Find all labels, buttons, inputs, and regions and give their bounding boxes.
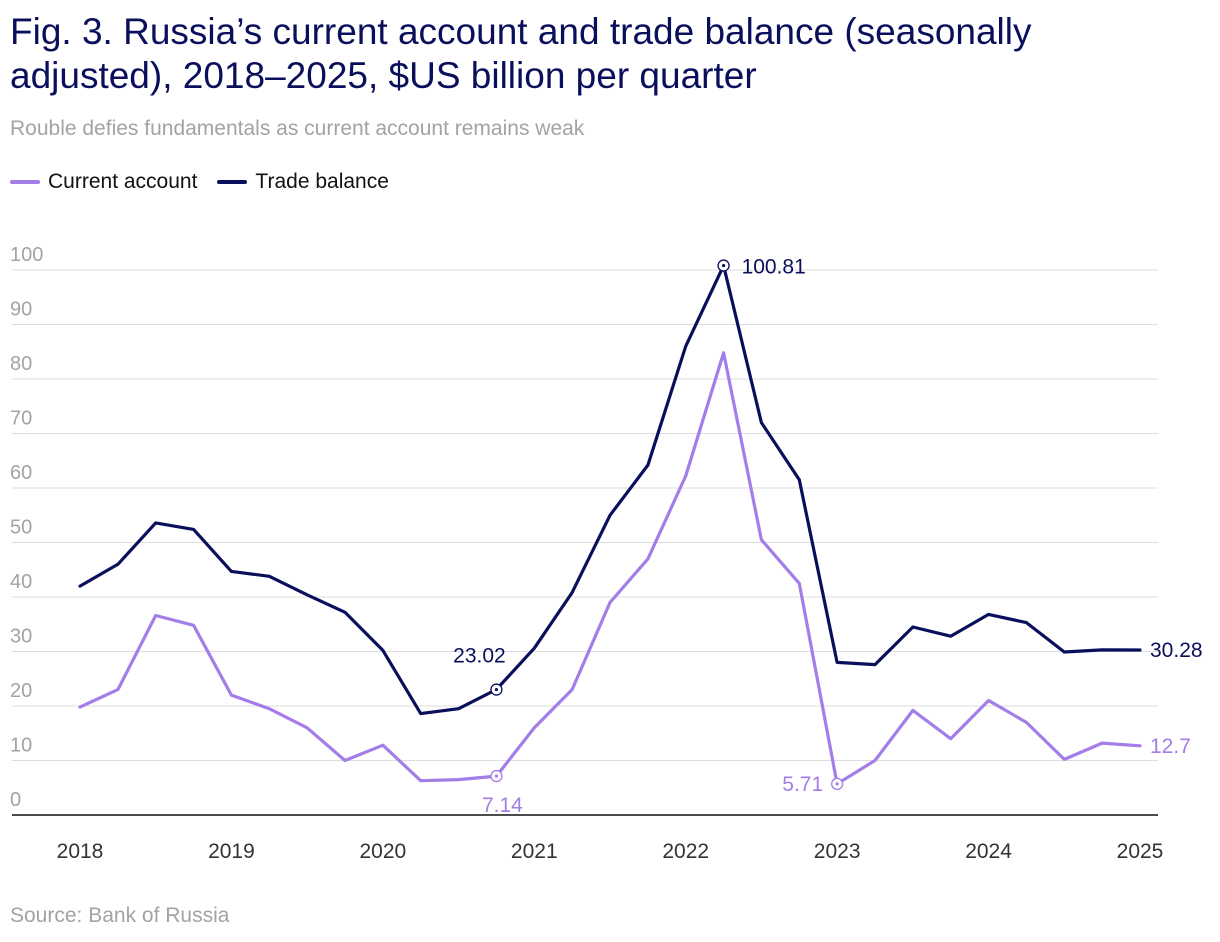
data-label-trade-balance-100-81: 100.81 (742, 256, 806, 279)
point-marker-dot-trade-balance-23-02 (494, 687, 499, 692)
x-tick-label-2021: 2021 (511, 840, 558, 863)
y-tick-label-80: 80 (10, 353, 32, 375)
source-note: Source: Bank of Russia (10, 904, 230, 927)
legend-label-trade-balance: Trade balance (255, 170, 389, 193)
y-tick-label-0: 0 (10, 789, 21, 811)
x-tick-label-2023: 2023 (814, 840, 861, 863)
y-tick-label-10: 10 (10, 735, 32, 757)
data-label-trade-balance-23-02: 23.02 (453, 645, 506, 668)
x-tick-label-2018: 2018 (57, 840, 104, 863)
y-tick-label-90: 90 (10, 299, 32, 321)
data-label-current-account-12-7: 12.7 (1150, 735, 1191, 758)
data-label-current-account-7-14: 7.14 (482, 794, 523, 817)
x-tick-label-2020: 2020 (359, 840, 406, 863)
legend: Current account Trade balance (10, 170, 409, 194)
chart-subtitle: Rouble defies fundamentals as current ac… (10, 117, 585, 140)
legend-swatch-current-account (10, 180, 40, 184)
legend-item-current-account: Current account (10, 170, 197, 194)
chart-title: Fig. 3. Russia’s current account and tra… (10, 11, 1032, 96)
y-tick-label-40: 40 (10, 571, 32, 593)
legend-item-trade-balance: Trade balance (217, 170, 389, 194)
data-label-trade-balance-30-28: 30.28 (1150, 639, 1203, 662)
y-tick-label-70: 70 (10, 408, 32, 430)
x-tick-label-2025: 2025 (1117, 840, 1164, 863)
y-tick-label-20: 20 (10, 680, 32, 702)
legend-swatch-trade-balance (217, 180, 248, 184)
y-tick-label-60: 60 (10, 462, 32, 484)
legend-label-current-account: Current account (48, 170, 198, 193)
point-marker-dot-current-account-7-14 (494, 774, 499, 778)
point-marker-dot-trade-balance-100-81 (721, 263, 726, 268)
series-line-current-account (78, 351, 1142, 786)
series-line-trade-balance (78, 264, 1142, 716)
y-tick-label-100: 100 (10, 244, 43, 266)
x-tick-label-2019: 2019 (208, 840, 255, 863)
point-marker-dot-current-account-5-71 (835, 782, 839, 786)
x-tick-label-2022: 2022 (662, 840, 709, 863)
data-label-current-account-5-71: 5.71 (782, 773, 823, 796)
x-tick-label-2024: 2024 (965, 840, 1012, 863)
y-tick-label-50: 50 (10, 517, 32, 539)
y-tick-label-30: 30 (10, 626, 32, 648)
